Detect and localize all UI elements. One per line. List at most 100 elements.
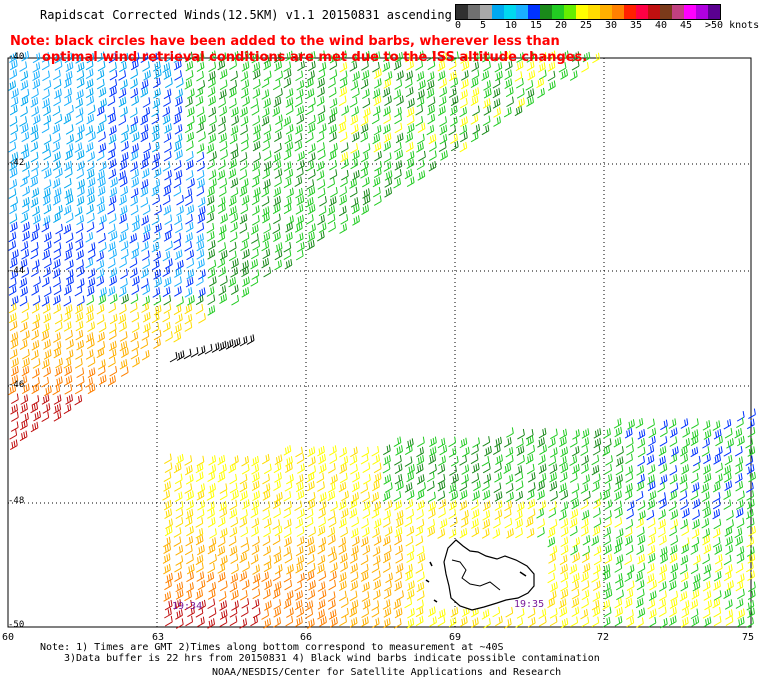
wind-barb [548,553,556,564]
wind-barb [219,293,227,304]
wind-barb [131,168,139,180]
wind-barb [263,463,272,475]
wind-barb [184,321,193,332]
wind-barb [382,599,391,610]
wind-barb [482,510,491,521]
lat-label-46: -46 [8,380,25,390]
wind-barb [53,151,61,162]
wind-barb [427,96,436,107]
wind-barb [8,384,17,396]
wind-barb [328,150,337,161]
wind-barb [130,293,139,305]
wind-barb [186,88,195,99]
wind-barb [318,61,327,73]
colorbar-swatch [480,5,492,19]
wind-barb [252,607,261,619]
wind-barb [395,544,403,556]
wind-barb [394,79,403,90]
wind-barb [262,509,271,521]
wind-barb [329,52,338,64]
wind-barb [98,322,107,333]
wind-barb [43,80,52,91]
wind-barb [505,446,514,458]
wind-barb [328,196,337,207]
wind-barb [657,481,666,493]
wind-barb [702,420,711,431]
wind-barb [64,250,73,261]
wind-barb [603,428,611,439]
wind-barb [96,314,105,325]
wind-barb [241,232,250,243]
wind-barb [516,608,525,619]
wind-barb [9,69,18,80]
wind-barb [537,480,546,491]
wind-barb [383,474,392,485]
wind-barb [428,160,437,172]
wind-barb [65,124,74,135]
wind-barb [217,454,226,466]
wind-barb [274,472,282,483]
wind-barb [581,598,589,609]
wind-barb [30,421,39,433]
wind-barb [273,607,282,618]
colorbar-tick-label: 10 [505,20,518,31]
wind-barb [350,446,358,458]
wind-barb [360,453,369,465]
wind-barb [196,106,205,118]
wind-barb [10,374,19,386]
wind-barb [294,599,303,611]
wind-barb [429,436,437,448]
wind-barb [383,106,391,117]
wind-barb [351,481,360,493]
wind-barb [174,286,182,297]
wind-barb [121,141,129,152]
wind-barb [263,517,272,529]
wind-barb [340,597,349,609]
wind-barb [329,570,337,582]
wind-barb [9,178,18,190]
wind-barb [195,517,204,528]
wind-barb [108,213,117,224]
wind-barb [637,553,646,565]
wind-barb [198,313,206,324]
wind-barb [329,131,337,143]
wind-barb [173,141,182,152]
wind-barb [130,195,138,207]
wind-barb [240,509,248,520]
wind-barb [261,240,270,252]
wind-barb [547,61,556,72]
wind-barb [63,177,72,189]
wind-barb [350,527,359,539]
wind-barb [107,106,116,118]
wind-barb [261,186,270,198]
wind-barb [75,349,83,360]
wind-barb [703,472,712,484]
wind-barb [77,178,85,190]
wind-barb [307,562,316,574]
wind-barb [142,322,151,334]
wind-barb [307,544,316,556]
wind-barb [217,545,226,557]
wind-barb [118,88,127,99]
wind-barb [196,151,205,163]
wind-barb [261,196,270,207]
wind-barb [217,516,226,528]
wind-barb [362,581,370,593]
wind-barb [130,348,139,360]
wind-barb [250,224,259,235]
wind-barb [152,287,161,298]
wind-barb [174,214,182,226]
wind-barb [382,535,391,547]
wind-barb [98,241,107,253]
wind-barb [560,446,569,458]
wind-barb [163,295,172,306]
wind-barb [394,473,403,485]
wind-barb [43,168,52,179]
wind-barb [670,590,679,602]
wind-barb [316,131,325,143]
wind-barb [185,615,194,627]
wind-barb [174,249,183,261]
wind-barb [173,232,182,244]
wind-barb [449,465,457,476]
wind-barb [428,446,437,457]
